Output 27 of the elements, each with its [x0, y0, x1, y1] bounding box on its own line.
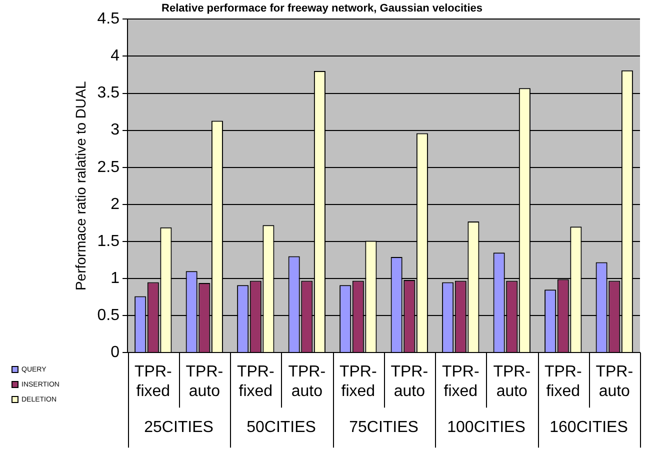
y-tick-label: 3.5	[97, 84, 120, 102]
y-tick-label: 3	[110, 122, 120, 139]
x-tick-label: TPR-fixed	[236, 364, 274, 400]
text: 25CITIES	[144, 419, 214, 436]
y-axis-title: Performace ratio ralative to DUAL	[72, 81, 89, 291]
chart-title: Relative performace for freeway network, Gaussian velocities	[162, 2, 482, 15]
y-tick-label: 0	[110, 344, 120, 362]
text: 160CITIES	[550, 419, 628, 436]
x-tick-label: TPR-fixed	[134, 364, 172, 400]
x-tick-label: TPR-auto	[493, 364, 531, 400]
y-tick-label: 2.5	[97, 158, 120, 176]
x-tick-label: TPR-fixed	[339, 364, 377, 400]
y-tick-label: 4.5	[97, 10, 120, 28]
y-tick-label: 1	[110, 270, 120, 287]
text: 50CITIES	[246, 419, 316, 436]
y-tick-label: 0.5	[97, 306, 120, 324]
y-tick-label: 1.5	[97, 232, 120, 250]
x-tick-label: TPR-fixed	[442, 364, 480, 400]
x-tick-label: TPR-fixed	[544, 364, 582, 400]
x-tick-label: TPR-auto	[288, 364, 326, 400]
y-tick-label: 2	[110, 196, 120, 213]
x-tick-label: TPR-auto	[186, 364, 224, 400]
x-tick-label: TPR-auto	[596, 364, 634, 400]
text: 75CITIES	[349, 419, 418, 436]
x-tick-label: TPR-auto	[390, 364, 428, 400]
text: 100CITIES	[447, 419, 526, 436]
y-tick-label: 4	[110, 48, 120, 65]
